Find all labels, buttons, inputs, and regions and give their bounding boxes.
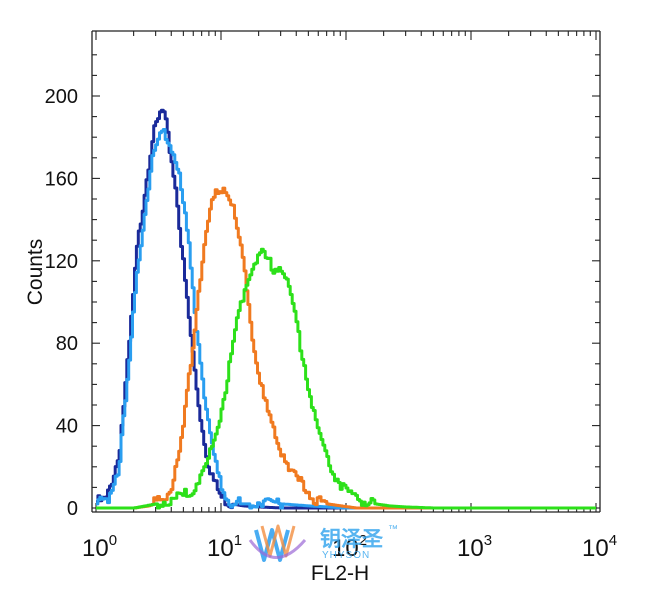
y-axis-ticks: 0 40 80 120 160 200 [45, 54, 600, 520]
x-axis-ticks: 100 101 102 103 104 [82, 31, 617, 562]
x-tick-label: 100 [82, 532, 117, 562]
plot-frame [91, 30, 601, 513]
x-axis-title: FL2-H [311, 562, 369, 585]
y-tick-label: 0 [67, 498, 78, 520]
logo-trademark: ™ [388, 524, 398, 535]
x-tick-label: 104 [582, 532, 617, 562]
yhyson-watermark-logo: 钥泽圣 ™ YHYSON [248, 524, 398, 562]
y-tick-label: 40 [56, 416, 78, 438]
histogram-series-3 [96, 186, 596, 510]
x-tick-label: 102 [332, 532, 367, 562]
histogram-series [96, 108, 596, 510]
y-tick-label: 80 [56, 333, 78, 355]
y-axis-title: Counts [24, 239, 47, 306]
histogram-series-1 [96, 108, 596, 510]
y-tick-label: 200 [45, 86, 78, 108]
histogram-series-4 [96, 247, 596, 510]
y-tick-label: 120 [45, 251, 78, 273]
x-tick-label: 103 [457, 532, 492, 562]
x-tick-label: 101 [207, 532, 242, 562]
y-tick-label: 160 [45, 168, 78, 190]
logo-emblem-icon [248, 524, 307, 562]
logo-brand-cn: 钥泽圣 [320, 527, 384, 551]
histogram-series-2 [96, 128, 596, 510]
logo-brand-en: YHYSON [322, 550, 370, 561]
